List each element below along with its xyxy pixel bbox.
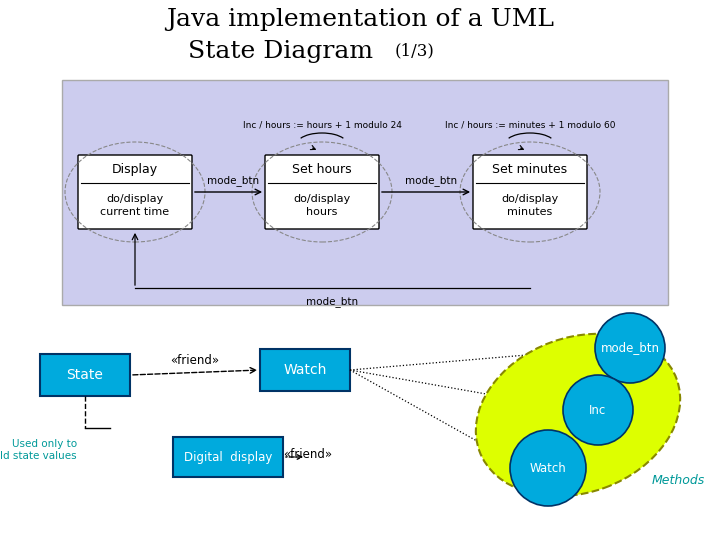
Text: «friend»: «friend» [283, 449, 332, 462]
Text: Java implementation of a UML: Java implementation of a UML [166, 8, 554, 31]
Text: Digital  display: Digital display [184, 450, 272, 463]
Bar [62, 80, 668, 305]
Text: State Diagram: State Diagram [187, 40, 372, 63]
Ellipse shape [476, 334, 680, 496]
Text: Set hours: Set hours [292, 163, 352, 176]
Text: Inc / hours := minutes + 1 modulo 60: Inc / hours := minutes + 1 modulo 60 [445, 121, 616, 130]
Bar [40, 354, 130, 396]
Text: Set minutes: Set minutes [492, 163, 567, 176]
Text: mode_btn: mode_btn [307, 296, 359, 307]
Text: Display: Display [112, 163, 158, 176]
Circle shape [563, 375, 633, 445]
Text: (1/3): (1/3) [395, 42, 435, 59]
Text: Inc / hours := hours + 1 modulo 24: Inc / hours := hours + 1 modulo 24 [243, 121, 402, 130]
Text: mode_btn: mode_btn [405, 175, 457, 186]
Text: mode_btn: mode_btn [600, 341, 660, 354]
Text: «friend»: «friend» [171, 354, 220, 367]
FancyBboxPatch shape [265, 155, 379, 229]
FancyBboxPatch shape [78, 155, 192, 229]
Text: Inc: Inc [590, 403, 607, 416]
Bar [173, 437, 283, 477]
Text: State: State [66, 368, 104, 382]
Text: Used only to
hold state values: Used only to hold state values [0, 439, 77, 461]
Circle shape [510, 430, 586, 506]
Text: Watch: Watch [530, 462, 567, 475]
Circle shape [595, 313, 665, 383]
Text: mode_btn: mode_btn [207, 175, 260, 186]
Text: Methods: Methods [652, 474, 705, 487]
Text: Watch: Watch [283, 363, 327, 377]
Text: do/display
hours: do/display hours [293, 194, 351, 217]
Bar [260, 349, 350, 391]
Text: do/display
minutes: do/display minutes [501, 194, 559, 217]
FancyBboxPatch shape [473, 155, 587, 229]
Text: do/display
current time: do/display current time [100, 194, 170, 217]
